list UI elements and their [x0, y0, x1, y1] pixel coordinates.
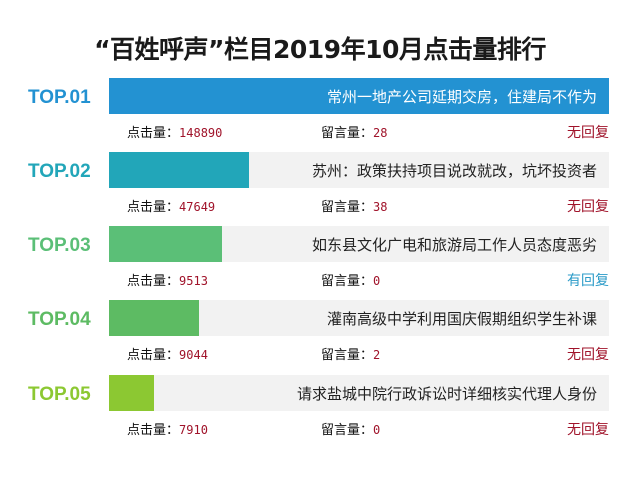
- topic-title[interactable]: 灌南高级中学利用国庆假期组织学生补课: [326, 310, 597, 328]
- ranking-row: TOP.02 苏州：政策扶持项目说改就改，坑坏投资者 点击量：47649 留言量…: [0, 152, 640, 226]
- rank-label: TOP.04: [28, 309, 91, 330]
- rank-label: TOP.05: [28, 384, 91, 405]
- bar-track: 常州一地产公司延期交房，住建局不作为: [109, 78, 609, 114]
- rank-label: TOP.01: [28, 87, 91, 108]
- topic-title[interactable]: 请求盐城中院行政诉讼时详细核实代理人身份: [296, 385, 597, 403]
- click-count: 点击量：148890: [127, 126, 223, 141]
- message-count: 留言量：38: [321, 200, 388, 215]
- bar-fill: [109, 152, 249, 188]
- reply-status: 有回复: [567, 273, 609, 289]
- ranking-row: TOP.05 请求盐城中院行政诉讼时详细核实代理人身份 点击量：7910 留言量…: [0, 375, 640, 449]
- bar-fill: [109, 375, 154, 411]
- message-count: 留言量：0: [321, 274, 381, 289]
- message-count: 留言量：2: [321, 348, 381, 363]
- message-count: 留言量：28: [321, 126, 388, 141]
- rank-label: TOP.02: [28, 161, 91, 182]
- reply-status: 无回复: [567, 199, 609, 215]
- reply-status: 无回复: [567, 125, 609, 141]
- bar-track: 请求盐城中院行政诉讼时详细核实代理人身份: [109, 375, 609, 411]
- rank-label: TOP.03: [28, 235, 91, 256]
- ranking-row: TOP.01 常州一地产公司延期交房，住建局不作为 点击量：148890 留言量…: [0, 78, 640, 152]
- reply-status: 无回复: [567, 422, 609, 438]
- topic-title[interactable]: 常州一地产公司延期交房，住建局不作为: [326, 88, 597, 106]
- click-count: 点击量：9513: [127, 274, 208, 289]
- bar-fill: [109, 78, 609, 114]
- click-count: 点击量：7910: [127, 423, 208, 438]
- bar-track: 灌南高级中学利用国庆假期组织学生补课: [109, 300, 609, 336]
- click-count: 点击量：9044: [127, 348, 208, 363]
- bar-fill: [109, 226, 222, 262]
- bar-fill: [109, 300, 199, 336]
- chart-title: “百姓呼声”栏目2019年10月点击量排行: [94, 35, 546, 64]
- topic-title[interactable]: 如东县文化广电和旅游局工作人员态度恶劣: [311, 236, 597, 254]
- topic-title[interactable]: 苏州：政策扶持项目说改就改，坑坏投资者: [311, 162, 597, 180]
- bar-track: 苏州：政策扶持项目说改就改，坑坏投资者: [109, 152, 609, 188]
- ranking-row: TOP.03 如东县文化广电和旅游局工作人员态度恶劣 点击量：9513 留言量：…: [0, 226, 640, 300]
- ranking-row: TOP.04 灌南高级中学利用国庆假期组织学生补课 点击量：9044 留言量：2…: [0, 300, 640, 374]
- bar-track: 如东县文化广电和旅游局工作人员态度恶劣: [109, 226, 609, 262]
- reply-status: 无回复: [567, 347, 609, 363]
- click-count: 点击量：47649: [127, 200, 216, 215]
- message-count: 留言量：0: [321, 423, 381, 438]
